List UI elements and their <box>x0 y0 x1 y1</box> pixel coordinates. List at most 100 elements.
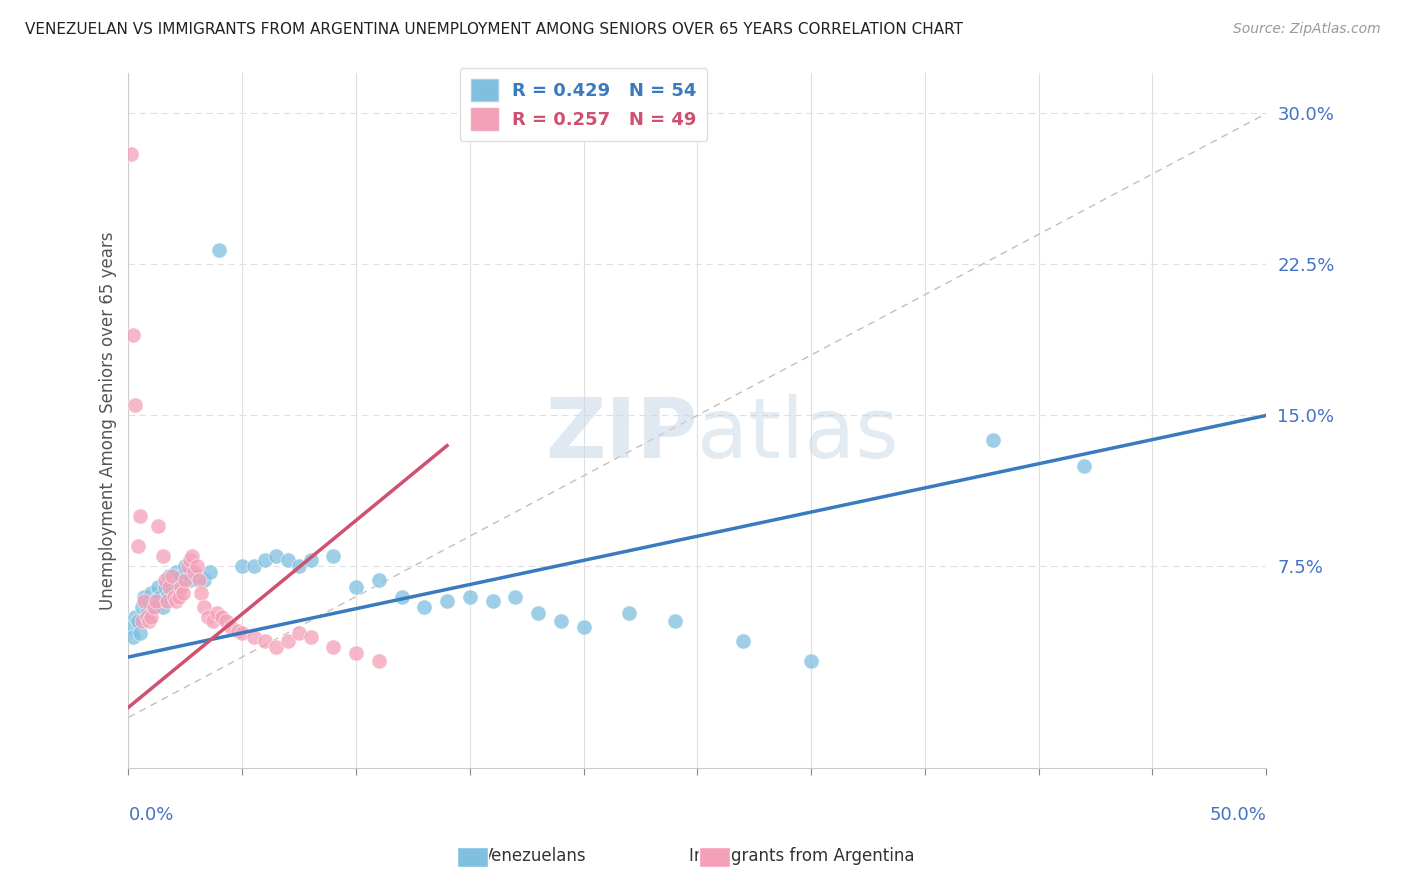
Point <box>138 614 160 628</box>
Point <box>167 580 190 594</box>
Point <box>172 585 194 599</box>
Point <box>550 614 572 628</box>
Point <box>160 569 183 583</box>
Point <box>322 640 344 654</box>
Point <box>124 609 146 624</box>
Point <box>124 398 146 412</box>
Point <box>142 599 165 614</box>
Point <box>981 433 1004 447</box>
Point <box>288 559 311 574</box>
Point <box>277 633 299 648</box>
Point <box>128 625 150 640</box>
Point <box>170 569 193 583</box>
Point <box>127 539 149 553</box>
Point <box>266 549 288 564</box>
Point <box>205 606 228 620</box>
Point <box>163 590 186 604</box>
Point <box>128 509 150 524</box>
Point <box>134 590 156 604</box>
Point <box>277 553 299 567</box>
Point <box>197 609 219 624</box>
Point <box>664 614 686 628</box>
Text: Immigrants from Argentina: Immigrants from Argentina <box>689 847 914 865</box>
Point <box>299 630 322 644</box>
Point <box>141 585 163 599</box>
Point <box>156 590 179 604</box>
Point <box>145 599 167 614</box>
Point <box>122 327 145 342</box>
Point <box>731 633 754 648</box>
Point <box>253 553 276 567</box>
Point <box>138 593 160 607</box>
Point <box>183 566 205 580</box>
Point <box>120 146 142 161</box>
Point <box>242 630 264 644</box>
Point <box>135 606 157 620</box>
Y-axis label: Unemployment Among Seniors over 65 years: Unemployment Among Seniors over 65 years <box>100 231 117 610</box>
Point <box>146 580 169 594</box>
Point <box>367 654 389 668</box>
Point <box>436 593 458 607</box>
Point <box>127 614 149 628</box>
Point <box>413 599 436 614</box>
Point <box>153 580 176 594</box>
Point <box>146 519 169 533</box>
Point <box>266 640 288 654</box>
Point <box>193 599 215 614</box>
Point <box>181 549 204 564</box>
Point <box>219 620 242 634</box>
Point <box>800 654 823 668</box>
Point <box>344 580 367 594</box>
Point <box>167 590 190 604</box>
Text: 0.0%: 0.0% <box>128 805 174 824</box>
Point <box>163 574 186 588</box>
Point <box>481 593 503 607</box>
Legend: R = 0.429   N = 54, R = 0.257   N = 49: R = 0.429 N = 54, R = 0.257 N = 49 <box>460 69 707 141</box>
Point <box>211 609 233 624</box>
Point <box>145 593 167 607</box>
Point <box>156 593 179 607</box>
Point <box>200 566 222 580</box>
Point <box>174 559 197 574</box>
Point <box>322 549 344 564</box>
Point <box>186 569 208 583</box>
Point <box>215 614 238 628</box>
Point <box>170 580 193 594</box>
Point <box>188 574 211 588</box>
Text: 50.0%: 50.0% <box>1209 805 1267 824</box>
Point <box>179 553 201 567</box>
Point <box>299 553 322 567</box>
Point <box>1073 458 1095 473</box>
Point <box>131 599 153 614</box>
Text: ZIP: ZIP <box>546 394 697 475</box>
Point <box>131 614 153 628</box>
Point <box>505 590 527 604</box>
Point <box>122 630 145 644</box>
Point <box>186 559 208 574</box>
Point <box>208 244 231 258</box>
Point <box>458 590 481 604</box>
Text: Venezuelans: Venezuelans <box>482 847 586 865</box>
Point <box>344 646 367 660</box>
Point <box>253 633 276 648</box>
Point <box>527 606 550 620</box>
Point <box>141 609 163 624</box>
Text: Source: ZipAtlas.com: Source: ZipAtlas.com <box>1233 22 1381 37</box>
Point <box>201 614 224 628</box>
Point <box>149 590 172 604</box>
Point <box>391 590 413 604</box>
Point <box>152 599 174 614</box>
Point <box>242 559 264 574</box>
Point <box>142 593 165 607</box>
Point <box>288 625 311 640</box>
Point <box>617 606 640 620</box>
Point <box>152 549 174 564</box>
Point <box>174 574 197 588</box>
Point <box>367 574 389 588</box>
Point <box>135 609 157 624</box>
Point <box>159 569 181 583</box>
Point <box>190 585 212 599</box>
Point <box>120 620 142 634</box>
Point <box>160 580 183 594</box>
Point <box>153 574 176 588</box>
